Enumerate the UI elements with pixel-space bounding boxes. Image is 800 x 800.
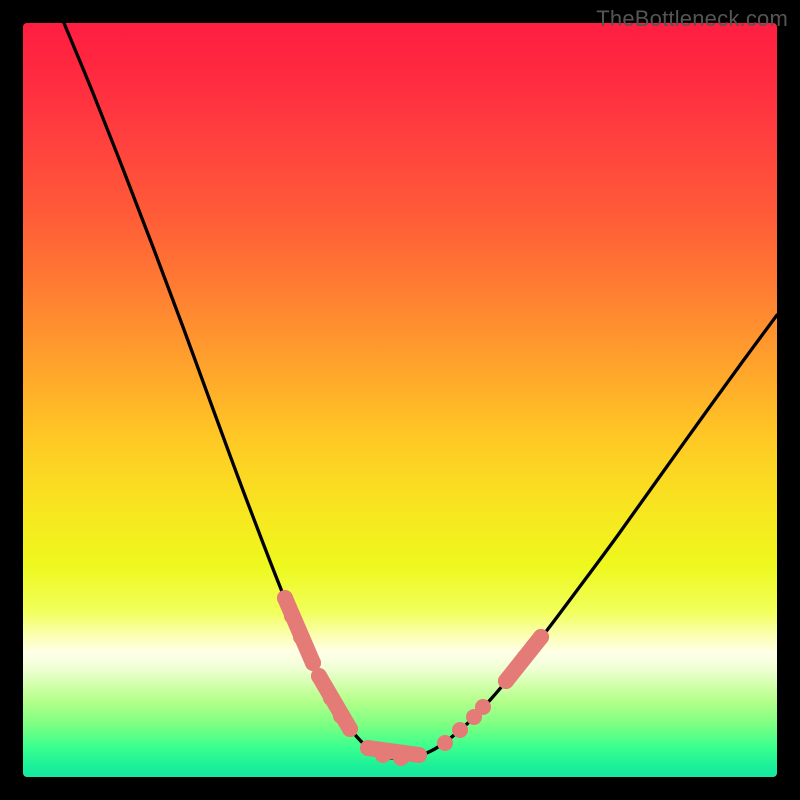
data-marker xyxy=(284,608,300,624)
data-marker xyxy=(342,721,358,737)
data-marker xyxy=(311,668,327,684)
data-marker xyxy=(333,708,349,724)
data-marker xyxy=(360,740,376,756)
data-marker xyxy=(475,699,491,715)
data-marker xyxy=(533,629,549,645)
data-marker xyxy=(437,735,453,751)
plot-area xyxy=(23,23,777,777)
data-marker xyxy=(411,747,427,763)
data-marker xyxy=(277,590,293,606)
data-marker xyxy=(375,747,391,763)
data-marker xyxy=(498,673,514,689)
chart-svg xyxy=(23,23,777,777)
outer-frame: TheBottleneck.com xyxy=(0,0,800,800)
data-marker xyxy=(323,690,339,706)
watermark-label: TheBottleneck.com xyxy=(596,6,788,32)
bottleneck-curve xyxy=(64,23,777,759)
data-marker xyxy=(452,722,468,738)
data-marker xyxy=(393,750,409,766)
data-marker xyxy=(293,629,309,645)
